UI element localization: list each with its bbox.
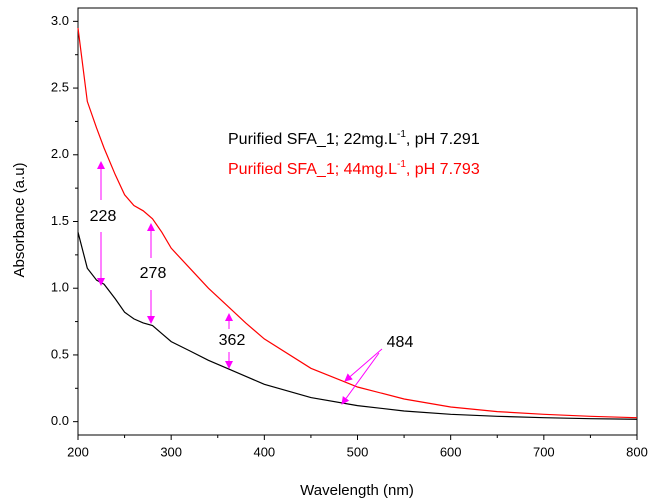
annotation-label: 228 xyxy=(90,208,117,225)
x-tick-label: 300 xyxy=(160,444,182,459)
x-tick-label: 200 xyxy=(67,444,89,459)
x-tick-label: 400 xyxy=(253,444,275,459)
legend-text: -1 xyxy=(397,159,406,170)
y-tick-label: 3.0 xyxy=(51,13,69,28)
y-tick-label: 2.0 xyxy=(51,146,69,161)
legend-text: Purified SFA_1; 22mg.L xyxy=(228,131,397,148)
x-tick-label: 800 xyxy=(626,444,648,459)
legend-text: , pH 7.291 xyxy=(406,131,480,148)
legend-text: -1 xyxy=(397,129,406,140)
y-axis-title: Absorbance (a.u) xyxy=(11,162,28,277)
annotation-label: 278 xyxy=(140,265,167,282)
data-line xyxy=(77,232,638,420)
x-tick-label: 700 xyxy=(533,444,555,459)
annotation-arrow xyxy=(344,348,383,382)
annotation-arrow xyxy=(341,352,380,405)
y-tick-label: 1.0 xyxy=(51,280,69,295)
x-tick-label: 500 xyxy=(347,444,369,459)
annotation-label: 362 xyxy=(219,332,246,349)
plot-frame xyxy=(77,7,638,436)
data-line xyxy=(77,27,638,419)
legend-text: , pH 7.793 xyxy=(406,161,480,178)
y-tick-label: 1.5 xyxy=(51,213,69,228)
legend-entry: Purified SFA_1; 22mg.L-1, pH 7.291 xyxy=(228,129,480,148)
x-tick-label: 600 xyxy=(440,444,462,459)
y-tick-label: 0.5 xyxy=(51,346,69,361)
legend-text: Purified SFA_1; 44mg.L xyxy=(228,161,397,178)
legend-entry: Purified SFA_1; 44mg.L-1, pH 7.793 xyxy=(228,159,480,178)
x-axis-title: Wavelength (nm) xyxy=(300,482,414,499)
y-tick-label: 0.0 xyxy=(51,413,69,428)
y-tick-label: 2.5 xyxy=(51,80,69,95)
annotation-label: 484 xyxy=(387,334,414,351)
